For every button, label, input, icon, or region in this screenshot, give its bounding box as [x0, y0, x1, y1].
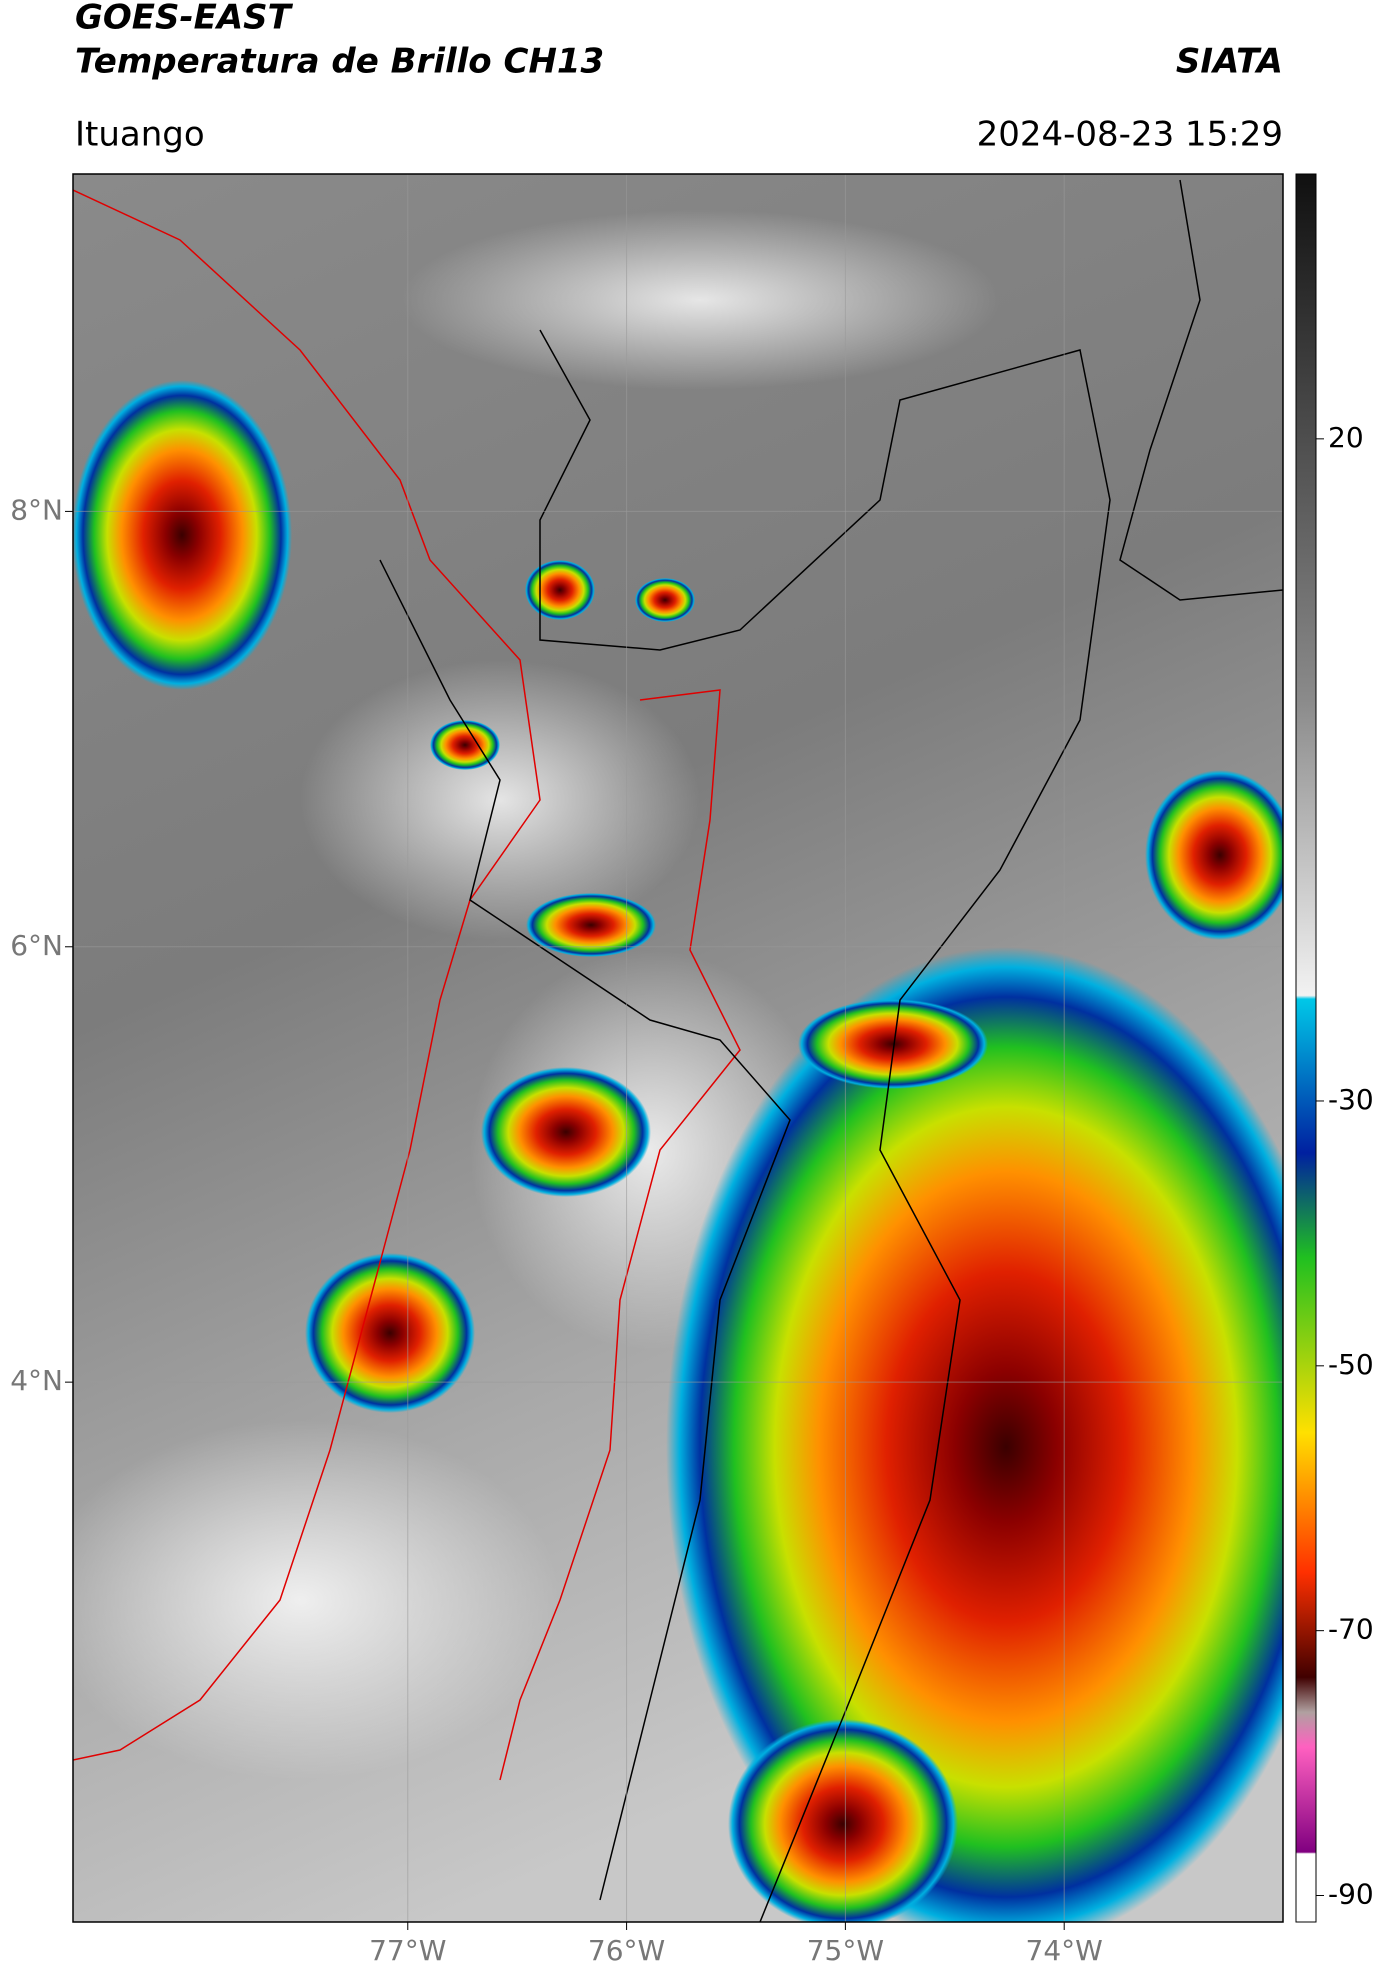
colorbar-tick-label: 20 — [1328, 421, 1364, 454]
datetime: 2024-08-23 15:29 — [977, 115, 1283, 155]
map-image — [73, 174, 1283, 1922]
y-tick-label: 4°N — [10, 1364, 63, 1397]
brand: SIATA — [1176, 42, 1283, 82]
x-tick-label: 75°W — [807, 1934, 884, 1967]
title-line-2: Temperatura de Brillo CH13 — [75, 42, 604, 82]
location: Ituango — [75, 115, 205, 155]
colorbar — [1295, 173, 1317, 1923]
x-tick-label: 77°W — [369, 1934, 446, 1967]
title-line-1: GOES-EAST — [75, 0, 294, 38]
colorbar-tick-label: -50 — [1328, 1348, 1374, 1381]
x-tick-label: 76°W — [588, 1934, 665, 1967]
colorbar-tick-label: -70 — [1328, 1613, 1374, 1646]
map-frame — [72, 173, 1284, 1923]
colorbar-tick-label: -90 — [1328, 1878, 1374, 1911]
y-tick-label: 8°N — [10, 493, 63, 526]
y-tick-label: 6°N — [10, 929, 63, 962]
graticule — [73, 174, 1283, 1922]
x-tick-label: 74°W — [1026, 1934, 1103, 1967]
colorbar-tick-label: -30 — [1328, 1083, 1374, 1116]
